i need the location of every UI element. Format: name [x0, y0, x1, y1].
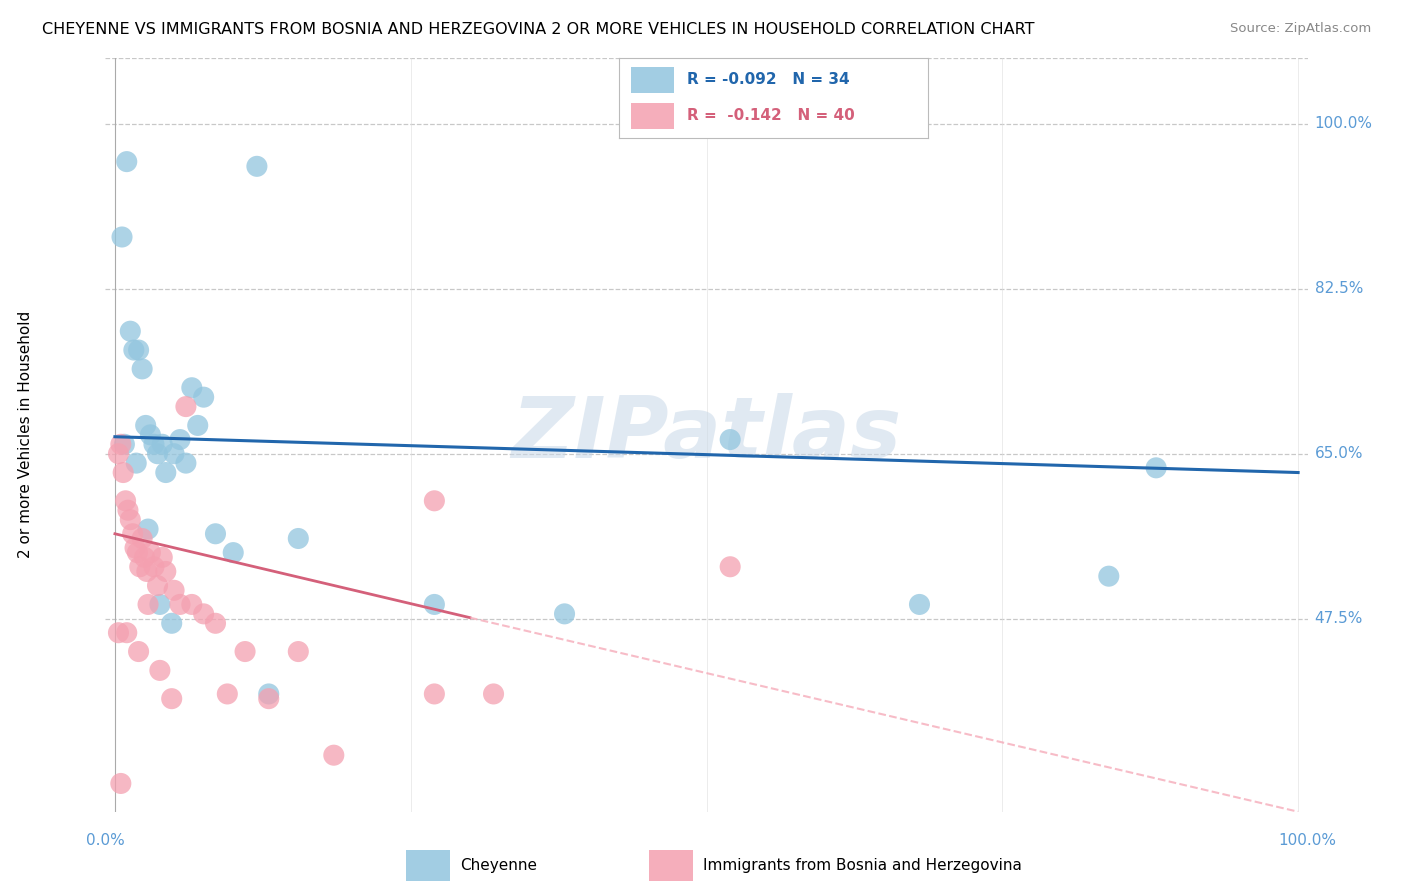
- Point: [233, 644, 256, 658]
- Point: [107, 447, 129, 461]
- Text: 100.0%: 100.0%: [1315, 117, 1372, 131]
- Text: Source: ZipAtlas.com: Source: ZipAtlas.com: [1230, 22, 1371, 36]
- Point: [169, 433, 191, 447]
- Point: [146, 579, 169, 593]
- Point: [115, 625, 138, 640]
- Point: [143, 437, 166, 451]
- Point: [217, 687, 239, 701]
- Point: [204, 616, 226, 631]
- Point: [127, 546, 149, 560]
- Point: [287, 532, 309, 546]
- Point: [121, 526, 143, 541]
- Point: [120, 324, 142, 338]
- Point: [149, 598, 172, 612]
- Point: [174, 456, 197, 470]
- Point: [204, 526, 226, 541]
- Point: [139, 428, 162, 442]
- Point: [322, 748, 344, 763]
- Text: 65.0%: 65.0%: [1315, 446, 1362, 461]
- Point: [160, 691, 183, 706]
- Point: [718, 559, 741, 574]
- Text: R =  -0.142   N = 40: R = -0.142 N = 40: [686, 108, 855, 123]
- Point: [287, 644, 309, 658]
- Point: [134, 550, 156, 565]
- Point: [160, 616, 183, 631]
- Bar: [406, 849, 450, 881]
- Point: [908, 598, 931, 612]
- Point: [1098, 569, 1121, 583]
- Point: [128, 559, 150, 574]
- Point: [423, 687, 446, 701]
- Point: [155, 466, 177, 480]
- Point: [139, 546, 162, 560]
- Point: [112, 437, 135, 451]
- Point: [114, 493, 136, 508]
- Text: 100.0%: 100.0%: [1278, 833, 1337, 847]
- Point: [115, 154, 138, 169]
- Point: [136, 522, 159, 536]
- Point: [135, 418, 157, 433]
- Point: [110, 437, 132, 451]
- Point: [110, 776, 132, 790]
- Point: [112, 466, 135, 480]
- Point: [155, 565, 177, 579]
- Point: [146, 447, 169, 461]
- Point: [131, 532, 153, 546]
- Point: [111, 230, 134, 244]
- Point: [180, 598, 202, 612]
- Point: [246, 159, 269, 173]
- Point: [193, 390, 215, 404]
- Bar: [631, 103, 675, 128]
- Text: 82.5%: 82.5%: [1315, 281, 1362, 296]
- Text: Cheyenne: Cheyenne: [460, 858, 537, 872]
- Point: [257, 687, 280, 701]
- Bar: [631, 67, 675, 93]
- Point: [125, 456, 148, 470]
- Point: [163, 583, 186, 598]
- Text: CHEYENNE VS IMMIGRANTS FROM BOSNIA AND HERZEGOVINA 2 OR MORE VEHICLES IN HOUSEHO: CHEYENNE VS IMMIGRANTS FROM BOSNIA AND H…: [42, 22, 1035, 37]
- Point: [180, 381, 202, 395]
- Point: [554, 607, 576, 621]
- Point: [150, 550, 173, 565]
- Point: [131, 362, 153, 376]
- Point: [128, 343, 150, 357]
- Point: [222, 546, 245, 560]
- Point: [143, 559, 166, 574]
- Text: Immigrants from Bosnia and Herzegovina: Immigrants from Bosnia and Herzegovina: [703, 858, 1022, 872]
- Point: [718, 433, 741, 447]
- Text: R = -0.092   N = 34: R = -0.092 N = 34: [686, 72, 849, 87]
- Point: [150, 437, 173, 451]
- Point: [257, 691, 280, 706]
- Point: [128, 644, 150, 658]
- Point: [187, 418, 209, 433]
- Point: [107, 625, 129, 640]
- Point: [193, 607, 215, 621]
- Point: [149, 664, 172, 678]
- Point: [174, 400, 197, 414]
- Point: [423, 598, 446, 612]
- Point: [163, 447, 186, 461]
- Point: [122, 343, 145, 357]
- Text: 47.5%: 47.5%: [1315, 611, 1362, 626]
- Text: ZIPatlas: ZIPatlas: [512, 393, 901, 476]
- Bar: [650, 849, 693, 881]
- Point: [135, 565, 157, 579]
- Point: [482, 687, 505, 701]
- Point: [169, 598, 191, 612]
- Text: 0.0%: 0.0%: [86, 833, 125, 847]
- Point: [423, 493, 446, 508]
- Text: 2 or more Vehicles in Household: 2 or more Vehicles in Household: [18, 311, 32, 558]
- Point: [136, 598, 159, 612]
- Point: [117, 503, 139, 517]
- Point: [120, 513, 142, 527]
- Point: [124, 541, 146, 555]
- Point: [1144, 460, 1167, 475]
